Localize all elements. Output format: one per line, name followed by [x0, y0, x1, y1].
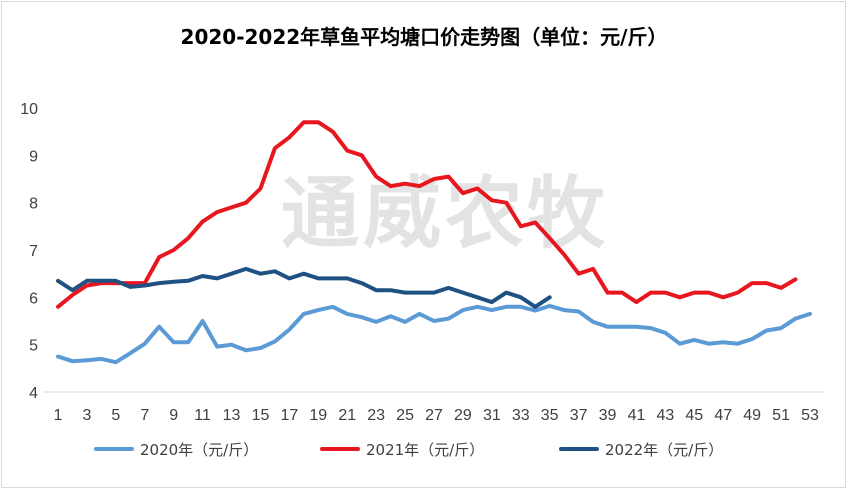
series-line-2022 — [56, 266, 552, 309]
y-tick-label: 7 — [29, 243, 38, 260]
x-tick-label: 11 — [194, 407, 211, 424]
x-tick-label: 3 — [82, 407, 91, 424]
x-tick-label: 39 — [599, 407, 617, 424]
watermark: 通威农牧 — [281, 169, 609, 259]
legend: 2020年（元/斤） 2021年（元/斤） 2022年（元/斤） — [94, 441, 723, 459]
x-tick-label: 13 — [223, 407, 241, 424]
x-tick-label: 15 — [252, 407, 270, 424]
x-tick-label: 53 — [801, 407, 819, 424]
x-tick-label: 45 — [685, 407, 703, 424]
x-tick-label: 35 — [541, 407, 559, 424]
x-tick-label: 27 — [425, 407, 443, 424]
y-tick-label: 8 — [29, 196, 38, 213]
x-axis-ticks: 1 3 5 7 9 11 13 15 17 19 21 23 25 27 29 31 33 35 37 39 41 43 4… — [54, 407, 819, 424]
x-tick-label: 37 — [570, 407, 588, 424]
x-tick-label: 33 — [512, 407, 530, 424]
x-tick-label: 41 — [628, 407, 646, 424]
x-tick-label: 47 — [714, 407, 732, 424]
y-tick-label: 5 — [29, 338, 38, 355]
x-tick-label: 9 — [169, 407, 178, 424]
y-tick-label: 6 — [29, 290, 38, 307]
x-tick-label: 23 — [367, 407, 385, 424]
x-tick-label: 5 — [111, 407, 120, 424]
series-lines — [56, 120, 812, 365]
y-tick-label: 4 — [29, 385, 38, 402]
legend-label: 2022年（元/斤） — [605, 441, 723, 459]
x-tick-label: 1 — [54, 407, 63, 424]
series-line-2021 — [56, 120, 798, 309]
series-line-2020 — [56, 303, 812, 365]
chart-title: 2020-2022年草鱼平均塘口价走势图（单位：元/斤） — [181, 25, 668, 49]
x-tick-label: 51 — [772, 407, 790, 424]
x-tick-label: 31 — [483, 407, 501, 424]
legend-label: 2020年（元/斤） — [140, 441, 258, 459]
x-tick-label: 21 — [338, 407, 356, 424]
y-tick-label: 9 — [29, 148, 38, 165]
x-tick-label: 25 — [396, 407, 414, 424]
y-tick-label: 10 — [20, 101, 38, 118]
x-tick-label: 17 — [280, 407, 298, 424]
x-tick-label: 43 — [656, 407, 674, 424]
legend-label: 2021年（元/斤） — [366, 441, 484, 459]
x-tick-label: 49 — [743, 407, 761, 424]
x-tick-label: 29 — [454, 407, 472, 424]
y-axis-ticks: 4 5 6 7 8 9 10 — [20, 101, 38, 402]
x-tick-label: 19 — [309, 407, 327, 424]
x-tick-label: 7 — [140, 407, 149, 424]
